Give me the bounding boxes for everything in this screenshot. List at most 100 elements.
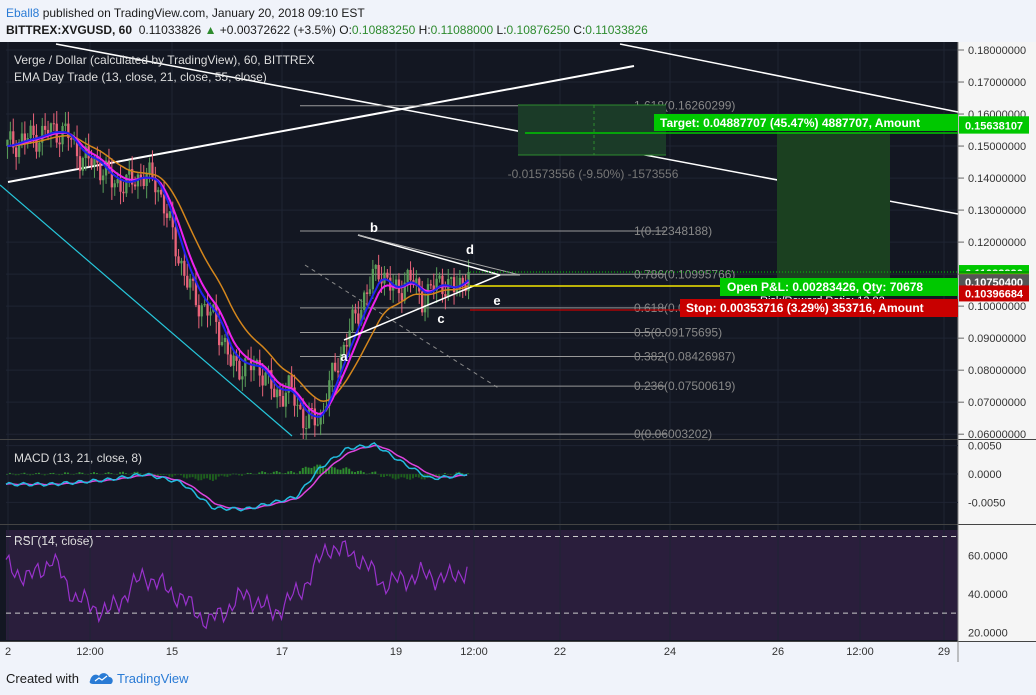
candle-body <box>203 304 206 306</box>
candle-body <box>154 177 157 193</box>
price-tag[interactable] <box>959 117 1029 134</box>
candle-body <box>17 142 21 157</box>
candle-body <box>197 305 200 317</box>
macd-histogram-bar <box>388 474 391 477</box>
macd-histogram-bar <box>258 472 261 475</box>
macd-histogram-bar <box>377 474 380 475</box>
macd-histogram-bar <box>365 473 368 475</box>
high-value: 0.11088000 <box>430 23 494 37</box>
candle-body <box>421 291 424 313</box>
candle-body <box>180 260 183 264</box>
chart-title: Verge / Dollar (calculated by TradingVie… <box>14 53 315 67</box>
tradingview-logo-icon[interactable] <box>89 670 115 686</box>
stop-text: Stop: 0.00353716 (3.29%) 353716, Amount <box>686 301 924 315</box>
target-box[interactable] <box>654 114 958 131</box>
price-tags[interactable]: 0.156797360.156381070.1103382649:090.107… <box>959 116 1029 302</box>
macd-line[interactable] <box>5 441 468 512</box>
candle-body <box>235 355 238 361</box>
macd-histogram-bar <box>87 474 90 475</box>
publish-line: Eball8 published on TradingView.com, Jan… <box>6 6 365 20</box>
header-bar: Eball8 published on TradingView.com, Jan… <box>0 0 1036 42</box>
candle-body <box>357 313 360 324</box>
candle-body <box>467 271 470 292</box>
candle-body <box>70 138 73 140</box>
publisher-username[interactable]: Eball8 <box>6 6 40 20</box>
candle-body <box>455 288 459 293</box>
macd-histogram-bar <box>40 474 43 475</box>
macd-histogram-bar <box>43 474 46 476</box>
candle-body <box>61 126 64 145</box>
candle-body <box>20 133 24 143</box>
time-axis[interactable] <box>0 642 1036 662</box>
x-tick-labels: 2 12:00 15 17 19 12:00 22 24 26 12:00 29 <box>5 646 950 658</box>
ema-21-line[interactable] <box>7 131 470 416</box>
macd-histogram-bar <box>298 471 301 475</box>
candle-body <box>409 269 412 281</box>
macd-histogram-bar <box>37 472 40 475</box>
candle-body <box>119 179 122 192</box>
macd-histogram-bar <box>98 474 101 475</box>
fib-dashed-line[interactable] <box>304 264 501 390</box>
target-zone[interactable] <box>777 132 890 294</box>
price-tick-label: 0.17000000 <box>968 77 1026 89</box>
open-pnl-box[interactable] <box>720 278 958 296</box>
time-tick-label: 19 <box>390 646 402 658</box>
candle-body <box>316 424 319 426</box>
macd-histogram-bar <box>209 474 211 480</box>
chart-area[interactable]: 0.180000000.170000000.160000000.15000000… <box>0 42 1036 662</box>
candle-body <box>302 409 305 429</box>
candle-body <box>400 293 403 301</box>
candle-body <box>342 344 345 354</box>
macd-histogram-bar <box>197 474 200 481</box>
macd-histogram-bar <box>281 473 284 475</box>
macd-histogram-bar <box>284 473 287 475</box>
macd-histogram-bar <box>374 471 377 475</box>
macd-histogram-bar <box>110 473 113 475</box>
price-axis[interactable] <box>958 42 1036 642</box>
measure-box[interactable] <box>518 105 666 155</box>
macd-histogram-bar <box>90 473 93 475</box>
ema-13-line[interactable] <box>7 130 470 418</box>
macd-histogram-bar <box>464 474 467 475</box>
price-tag[interactable] <box>959 285 1029 302</box>
macd-histogram-bar <box>165 474 168 475</box>
macd-histogram-bar <box>255 474 258 475</box>
candle-body <box>35 134 38 152</box>
candle-body <box>142 177 145 187</box>
open-value: 0.10883250 <box>351 23 416 37</box>
macd-histogram-bar <box>127 474 130 475</box>
upper-trendline-down[interactable] <box>619 43 959 113</box>
wave-label-c: c <box>437 311 444 326</box>
ema-55-line[interactable] <box>7 134 469 403</box>
macd-histogram-bar <box>180 474 182 476</box>
high-label: H: <box>418 23 431 37</box>
macd-histogram-bar <box>26 473 29 475</box>
macd-histogram-bar <box>232 473 235 475</box>
macd-histogram-bar <box>55 474 58 475</box>
candle-body <box>429 284 432 286</box>
macd-histogram-bar <box>52 472 55 475</box>
macd-pane[interactable]: 0.0050 0.0000 -0.0050 <box>5 441 1005 512</box>
macd-histogram-bar <box>287 471 290 475</box>
price-tick-label: 0.14000000 <box>968 173 1026 185</box>
rsi-line[interactable] <box>5 540 468 630</box>
macd-histogram-bar <box>20 473 23 475</box>
stop-box[interactable] <box>680 299 958 317</box>
tradingview-brand-link[interactable]: TradingView <box>117 671 189 686</box>
macd-histogram-bar <box>333 467 336 475</box>
rsi-pane[interactable]: 60.0000 40.0000 20.0000 <box>5 536 1008 640</box>
macd-histogram-bar <box>414 474 417 477</box>
macd-histogram-bar <box>296 473 298 475</box>
candle-body <box>383 272 386 284</box>
candle-body <box>99 162 102 181</box>
candle-body <box>38 142 41 152</box>
macd-histogram-bar <box>243 474 246 475</box>
close-value: 0.11033826 <box>585 23 648 37</box>
fib-level-label: 0(0.06003202) <box>634 427 712 441</box>
candle-body <box>52 123 55 125</box>
macd-histogram-bar <box>342 468 345 475</box>
downtrend-channel-line[interactable] <box>0 184 293 437</box>
macd-histogram-bar <box>6 474 8 475</box>
rsi-title: RSI (14, close) <box>14 534 93 548</box>
macd-histogram-bar <box>58 474 61 476</box>
